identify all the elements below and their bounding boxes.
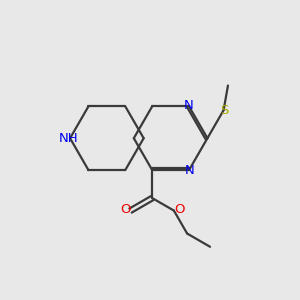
Text: O: O [120, 202, 130, 216]
Text: S: S [220, 104, 228, 117]
Text: O: O [174, 202, 184, 216]
Text: NH: NH [59, 132, 78, 145]
Text: N: N [184, 99, 194, 112]
Text: N: N [185, 164, 194, 177]
